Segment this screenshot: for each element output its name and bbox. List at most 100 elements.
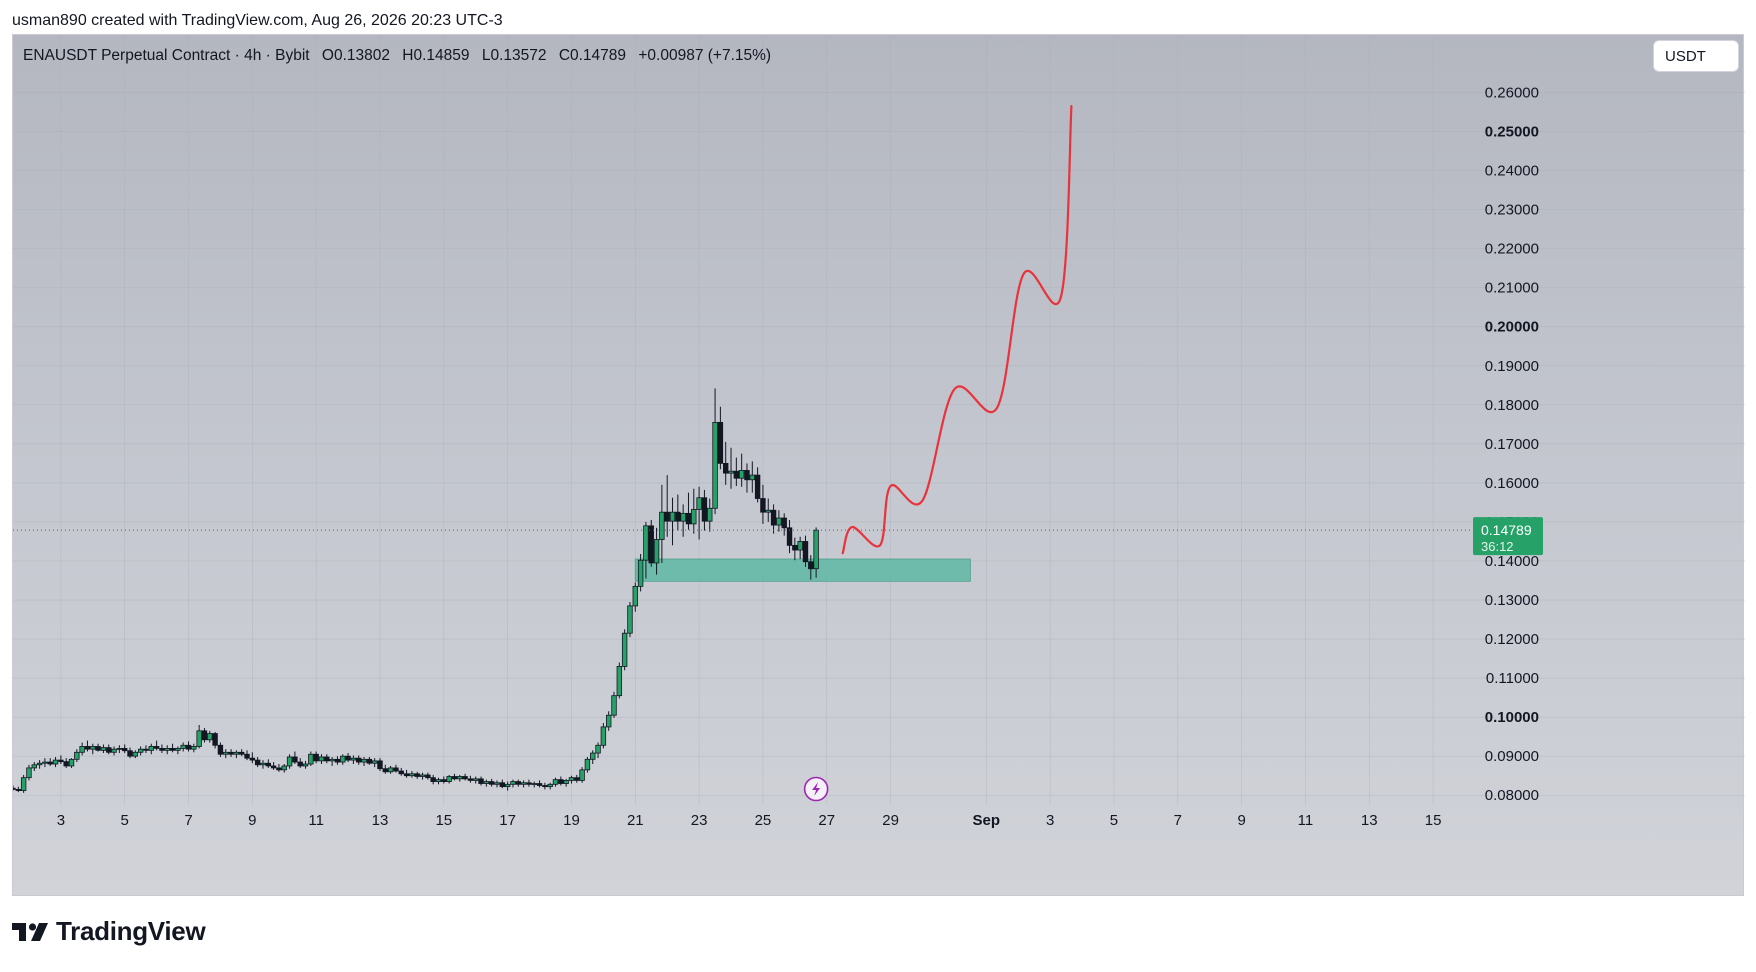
candle (297, 758, 303, 768)
candle (20, 774, 27, 793)
candle (558, 776, 564, 786)
candle-up (68, 758, 75, 767)
candle-down (744, 470, 750, 481)
candle (717, 406, 724, 470)
price-axis-label: 0.13000 (1485, 592, 1539, 609)
time-axis-label: Sep (973, 812, 1001, 829)
candle (526, 779, 532, 787)
candle (191, 743, 197, 753)
candle-down (717, 421, 724, 464)
candle (808, 555, 814, 580)
candle-down (334, 758, 341, 763)
candle (329, 756, 335, 766)
candle (595, 742, 601, 759)
candle (621, 629, 628, 671)
candle-down (239, 751, 245, 755)
candle (574, 774, 580, 783)
candle (776, 510, 782, 532)
candle (47, 758, 53, 766)
candle (675, 494, 681, 531)
candle (728, 447, 734, 489)
candle-down (382, 768, 389, 773)
candle-down (675, 511, 681, 522)
candle (217, 742, 224, 757)
tradingview-logo[interactable]: TradingView (12, 916, 206, 947)
candle-up (435, 779, 442, 782)
candle-up (31, 764, 37, 769)
candle (707, 498, 713, 532)
candle (334, 756, 341, 765)
candle-down (808, 561, 814, 570)
candle-up (563, 780, 569, 784)
candle-down (159, 747, 165, 751)
candle (403, 769, 410, 778)
candle (488, 778, 495, 787)
candle-up (473, 778, 479, 781)
candle-down (265, 762, 271, 767)
candle-up (191, 746, 197, 750)
candle-down (366, 758, 373, 764)
candle (499, 779, 506, 789)
time-axis-label: 19 (563, 812, 580, 829)
candle (451, 773, 458, 781)
candle-down (542, 785, 548, 788)
candle-up (302, 763, 309, 767)
support-zone (634, 558, 971, 582)
price-axis-label: 0.17000 (1485, 436, 1539, 453)
candle-down (244, 753, 250, 759)
candle (547, 782, 553, 790)
price-axis-label: 0.08000 (1485, 787, 1539, 804)
candle-up (797, 541, 803, 551)
candle-up (520, 782, 527, 785)
candle (26, 764, 32, 781)
time-axis-label: 13 (372, 812, 389, 829)
candle-down (425, 774, 431, 779)
candle-up (680, 512, 686, 522)
chart-panel[interactable]: 0.26000 0.25000 0.24000 0.23000 0.22000 0.210… (12, 34, 1745, 897)
time-axis-label: 25 (755, 812, 772, 829)
candle-down (403, 773, 410, 777)
candle-up (329, 758, 335, 762)
candle-up (776, 517, 782, 526)
last-price-countdown: 36:12 (1481, 539, 1514, 554)
candle (356, 755, 362, 765)
candle (611, 691, 617, 718)
candle-down (515, 781, 521, 785)
candle (659, 484, 665, 563)
time-axis-label: 27 (818, 812, 835, 829)
candle-up (813, 529, 819, 570)
candle (308, 751, 314, 766)
candle-down (398, 770, 404, 775)
candle (802, 535, 809, 567)
time-axis-label: 23 (691, 812, 708, 829)
candle-down (760, 498, 766, 513)
candle-down (201, 730, 208, 741)
candle (409, 771, 415, 778)
candle (632, 582, 638, 612)
price-axis-label: 0.24000 (1485, 163, 1539, 180)
price-axis-label: 0.18000 (1485, 397, 1539, 414)
candlestick-chart[interactable]: 0.26000 0.25000 0.24000 0.23000 0.22000 0.210… (13, 35, 1745, 897)
lightning-icon[interactable] (803, 776, 829, 802)
price-axis-label: 0.11000 (1486, 670, 1539, 687)
price-axis-label: 0.14000 (1485, 553, 1539, 570)
candle-down (276, 767, 282, 771)
candle-up (595, 744, 601, 754)
candle (701, 489, 708, 531)
last-price-value: 0.14789 (1481, 522, 1532, 538)
candle-up (340, 755, 346, 763)
candle (153, 740, 160, 751)
candle (244, 750, 250, 761)
candle (196, 724, 202, 749)
candle (648, 519, 654, 567)
candle-up (504, 783, 511, 788)
candle (552, 777, 559, 787)
candle-up (175, 747, 181, 751)
price-axis-label: 0.09000 (1485, 748, 1539, 765)
candle-down (770, 509, 777, 526)
events-layer (803, 776, 829, 802)
candle (106, 744, 112, 755)
currency-button[interactable]: USDT (1653, 40, 1739, 72)
candle (95, 743, 101, 752)
